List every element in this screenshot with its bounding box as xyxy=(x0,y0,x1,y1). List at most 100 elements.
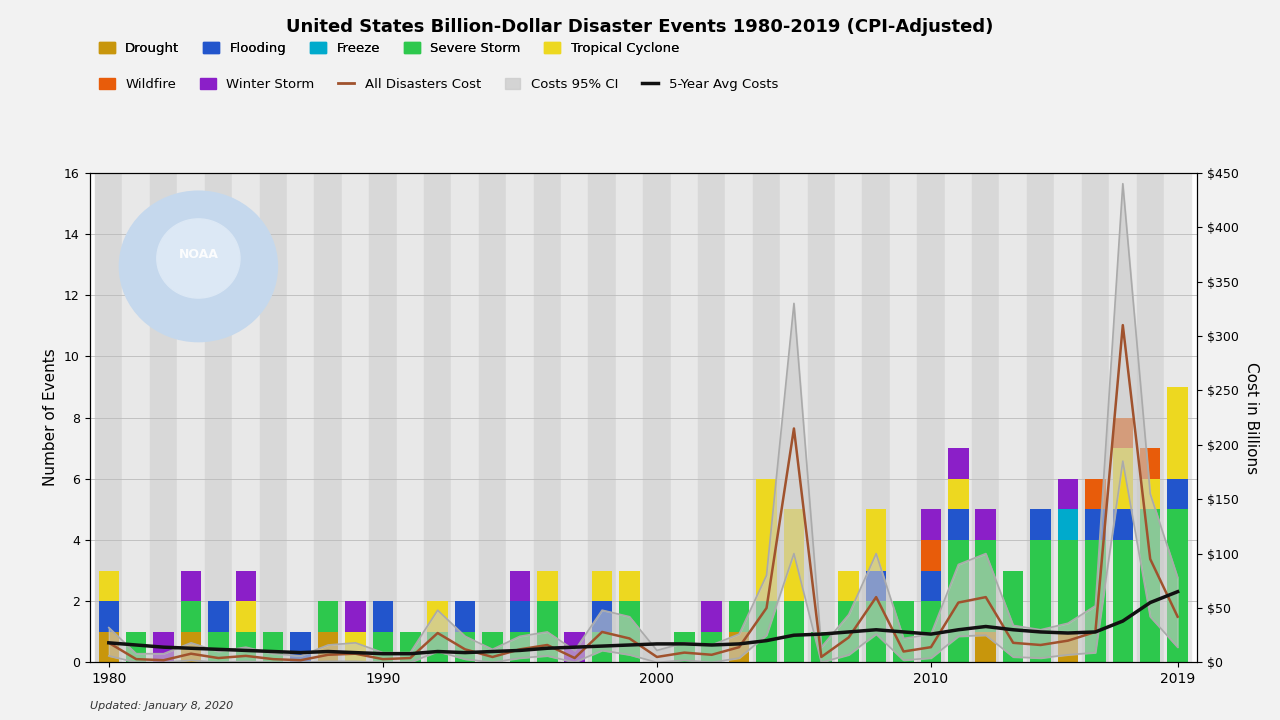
Bar xyxy=(701,632,722,662)
Bar xyxy=(893,601,914,662)
Bar xyxy=(123,173,150,662)
Bar xyxy=(1030,510,1051,540)
Bar xyxy=(698,173,726,662)
Bar xyxy=(1085,479,1106,510)
Bar xyxy=(972,173,1000,662)
Bar xyxy=(236,632,256,662)
Bar xyxy=(236,570,256,601)
Bar xyxy=(1167,387,1188,479)
All Disasters Cost xyxy=(265,654,280,663)
5-Year Avg Costs xyxy=(1088,628,1103,636)
Bar xyxy=(620,570,640,601)
Bar xyxy=(150,173,178,662)
Bar xyxy=(948,479,969,510)
Y-axis label: Cost in Billions: Cost in Billions xyxy=(1244,361,1260,474)
Bar xyxy=(538,570,558,601)
All Disasters Cost xyxy=(1143,554,1158,563)
Bar xyxy=(865,510,887,570)
5-Year Avg Costs xyxy=(978,622,993,631)
Bar xyxy=(644,173,671,662)
All Disasters Cost xyxy=(348,649,364,658)
All Disasters Cost xyxy=(786,424,801,433)
All Disasters Cost xyxy=(868,593,883,601)
All Disasters Cost xyxy=(430,629,445,637)
5-Year Avg Costs xyxy=(238,646,253,654)
5-Year Avg Costs xyxy=(1033,628,1048,636)
All Disasters Cost xyxy=(1170,613,1185,621)
5-Year Avg Costs xyxy=(156,643,172,652)
Bar xyxy=(1167,510,1188,662)
Bar xyxy=(180,601,201,632)
Bar xyxy=(180,632,201,662)
All Disasters Cost xyxy=(978,593,993,601)
5-Year Avg Costs xyxy=(211,645,227,654)
Bar xyxy=(342,173,369,662)
All Disasters Cost xyxy=(814,652,829,661)
All Disasters Cost xyxy=(375,654,390,663)
5-Year Avg Costs xyxy=(265,647,280,656)
5-Year Avg Costs xyxy=(1170,588,1185,596)
All Disasters Cost xyxy=(540,641,556,649)
Bar xyxy=(1082,173,1108,662)
Bar xyxy=(783,510,804,601)
5-Year Avg Costs xyxy=(101,639,116,647)
Line: All Disasters Cost: All Disasters Cost xyxy=(109,325,1178,660)
Bar xyxy=(671,173,698,662)
Bar xyxy=(479,173,506,662)
5-Year Avg Costs xyxy=(540,644,556,652)
Bar xyxy=(1027,173,1055,662)
Bar xyxy=(838,570,859,601)
Bar xyxy=(863,173,890,662)
Bar xyxy=(1004,570,1024,662)
5-Year Avg Costs xyxy=(1115,617,1130,626)
Bar xyxy=(616,173,644,662)
Bar xyxy=(1112,510,1133,540)
Bar xyxy=(835,173,863,662)
5-Year Avg Costs xyxy=(1143,598,1158,607)
5-Year Avg Costs xyxy=(759,636,774,645)
All Disasters Cost xyxy=(1060,636,1075,645)
Bar xyxy=(209,632,229,662)
5-Year Avg Costs xyxy=(485,647,500,656)
Bar xyxy=(454,632,475,662)
Bar xyxy=(564,632,585,662)
Bar xyxy=(756,601,777,662)
5-Year Avg Costs xyxy=(128,641,143,649)
Bar xyxy=(701,601,722,632)
Bar xyxy=(838,601,859,662)
5-Year Avg Costs xyxy=(403,649,419,658)
Bar xyxy=(317,601,338,632)
Bar xyxy=(399,632,421,662)
All Disasters Cost xyxy=(238,652,253,660)
Bar xyxy=(1108,173,1137,662)
5-Year Avg Costs xyxy=(375,649,390,658)
Bar xyxy=(1000,173,1027,662)
Bar xyxy=(372,632,393,662)
Bar xyxy=(346,601,366,632)
Bar xyxy=(890,173,918,662)
Bar xyxy=(369,173,397,662)
Bar xyxy=(428,601,448,632)
Bar xyxy=(424,173,452,662)
Bar xyxy=(920,601,941,662)
5-Year Avg Costs xyxy=(1060,629,1075,637)
Bar xyxy=(728,601,749,632)
All Disasters Cost xyxy=(293,656,308,665)
5-Year Avg Costs xyxy=(841,628,856,636)
Bar xyxy=(975,540,996,632)
Bar xyxy=(262,632,283,662)
Text: United States Billion-Dollar Disaster Events 1980-2019 (CPI-Adjusted): United States Billion-Dollar Disaster Ev… xyxy=(287,18,993,36)
Bar xyxy=(372,601,393,632)
All Disasters Cost xyxy=(1088,628,1103,636)
Bar xyxy=(180,570,201,601)
5-Year Avg Costs xyxy=(183,644,198,652)
All Disasters Cost xyxy=(320,650,335,659)
All Disasters Cost xyxy=(1006,639,1021,647)
All Disasters Cost xyxy=(403,654,419,662)
5-Year Avg Costs xyxy=(348,648,364,657)
Bar xyxy=(317,632,338,662)
Bar xyxy=(920,540,941,570)
All Disasters Cost xyxy=(622,634,637,643)
5-Year Avg Costs xyxy=(320,647,335,656)
Bar xyxy=(948,510,969,540)
